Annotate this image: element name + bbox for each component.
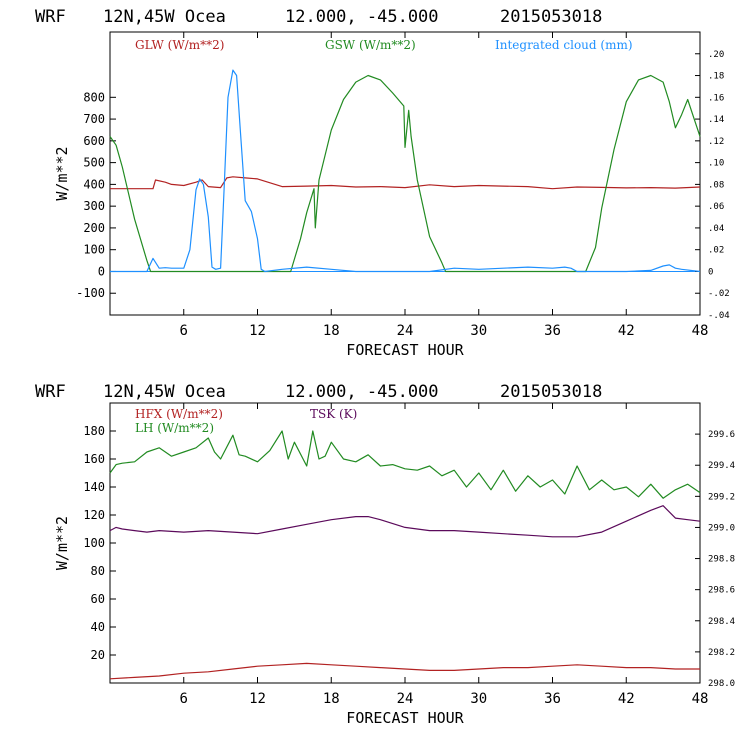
x-tick-label: 18 [323, 691, 340, 707]
right-tick-label: .20 [708, 50, 724, 60]
legend-entry: TSK (K) [310, 407, 357, 421]
header-coords: 12.000, -45.000 [285, 382, 439, 402]
y-tick-label: 300 [83, 199, 105, 213]
y-tick-label: 100 [83, 243, 105, 257]
y-tick-label: 100 [83, 536, 105, 550]
y-tick-label: 180 [83, 424, 105, 438]
legend-entry: GLW (W/m**2) [135, 38, 224, 52]
x-tick-label: 12 [249, 323, 266, 339]
y-tick-label: 20 [91, 648, 105, 662]
right-tick-label: .08 [708, 180, 724, 190]
header-date: 2015053018 [500, 382, 602, 402]
plot-frame [109, 402, 701, 684]
right-tick-label: .02 [708, 246, 724, 256]
x-tick-label: 30 [470, 691, 487, 707]
series-line-1 [109, 662, 700, 680]
series-line-2 [109, 430, 701, 499]
x-tick-label: 42 [618, 323, 635, 339]
right-tick-label: 0 [708, 267, 713, 277]
x-axis-label: FORECAST HOUR [346, 341, 464, 359]
x-tick-label: 12 [249, 691, 266, 707]
x-tick-label: 36 [544, 323, 561, 339]
y-tick-label: 140 [83, 480, 105, 494]
right-tick-label: 298.0 [708, 679, 735, 689]
y-tick-label: 600 [83, 134, 105, 148]
plot-frame [109, 31, 701, 316]
right-tick-label: 299.6 [708, 430, 735, 440]
y-tick-label: 400 [83, 177, 105, 191]
right-tick-label: 299.2 [708, 492, 735, 502]
x-tick-label: 6 [180, 691, 188, 707]
y-tick-label: 60 [91, 592, 105, 606]
right-tick-label: .18 [708, 72, 724, 82]
legend-entry: Integrated cloud (mm) [495, 38, 633, 52]
legend-entry: LH (W/m**2) [135, 421, 214, 435]
x-tick-label: 6 [180, 323, 188, 339]
header-model: WRF [35, 7, 66, 27]
header-location: 12N,45W Ocea [103, 7, 226, 27]
legend-entry: GSW (W/m**2) [325, 38, 416, 52]
right-tick-label: .06 [708, 202, 724, 212]
x-tick-label: 48 [692, 691, 709, 707]
right-tick-label: 298.6 [708, 586, 735, 596]
right-tick-label: .04 [708, 224, 724, 234]
y-tick-label: 160 [83, 452, 105, 466]
y-tick-label: -100 [76, 286, 105, 300]
y-tick-label: 80 [91, 564, 105, 578]
y-tick-label: 200 [83, 221, 105, 235]
header-model: WRF [35, 382, 66, 402]
y-tick-label: 40 [91, 620, 105, 634]
x-tick-label: 42 [618, 691, 635, 707]
legend-entry: HFX (W/m**2) [135, 407, 223, 421]
chart-panel-1: WRF 12N,45W Ocea 12.000, -45.000 2015053018… [35, 7, 730, 359]
right-tick-label: .14 [708, 115, 724, 125]
right-tick-label: 298.8 [708, 555, 735, 565]
right-tick-label: 299.4 [708, 461, 735, 471]
right-tick-label: -.04 [708, 311, 730, 321]
y-axis-label: W/m**2 [53, 146, 71, 200]
x-tick-label: 48 [692, 323, 709, 339]
right-tick-label: .10 [708, 159, 724, 169]
x-axis-label: FORECAST HOUR [346, 709, 464, 727]
series-line-3 [110, 69, 701, 273]
series-line-2 [109, 74, 701, 273]
right-tick-label: 298.2 [708, 648, 735, 658]
header-date: 2015053018 [500, 7, 602, 27]
y-tick-label: 700 [83, 112, 105, 126]
right-tick-label: -.02 [708, 289, 730, 299]
x-tick-label: 36 [544, 691, 561, 707]
y-tick-label: 0 [98, 264, 105, 278]
x-tick-label: 18 [323, 323, 340, 339]
y-tick-label: 120 [83, 508, 105, 522]
y-tick-label: 500 [83, 156, 105, 170]
chart-panel-2: WRF 12N,45W Ocea 12.000, -45.000 2015053018… [35, 382, 735, 727]
header-coords: 12.000, -45.000 [285, 7, 439, 27]
x-tick-label: 24 [397, 691, 414, 707]
x-tick-label: 24 [397, 323, 414, 339]
series-line-3 [109, 505, 701, 538]
x-tick-label: 30 [470, 323, 487, 339]
right-tick-label: 298.4 [708, 617, 735, 627]
header-location: 12N,45W Ocea [103, 382, 226, 402]
y-tick-label: 800 [83, 90, 105, 104]
y-axis-label: W/m**2 [53, 516, 71, 570]
right-tick-label: .12 [708, 137, 724, 147]
right-tick-label: .16 [708, 93, 724, 103]
right-tick-label: 299.0 [708, 523, 735, 533]
